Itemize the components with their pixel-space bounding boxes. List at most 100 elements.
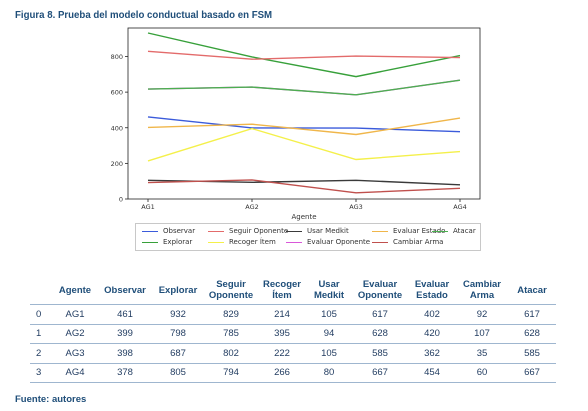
table-row: 3 AG4 378 805 794 266 80 667 454 60 667	[30, 362, 556, 383]
table-cell: 785	[204, 323, 258, 344]
legend-label: Atacar	[453, 227, 476, 235]
table-cell: 932	[152, 304, 204, 324]
legend-label: Seguir Oponente	[229, 227, 289, 235]
table-cell: 617	[508, 304, 556, 324]
legend-swatch	[142, 241, 158, 243]
legend-label: Evaluar Estado	[393, 227, 446, 235]
series-line-cambiar-arma	[147, 179, 461, 194]
column-header-seguir-oponente: Seguir Oponente	[208, 279, 254, 301]
legend-swatch	[372, 241, 388, 243]
legend-label: Observar	[163, 227, 196, 235]
series-line-recoger-item	[147, 127, 461, 162]
table-cell: 395	[258, 323, 306, 344]
series-line-observar	[147, 116, 461, 133]
table-cell: 798	[152, 323, 204, 344]
legend-item-explorar: Explorar	[142, 238, 192, 246]
legend-item-cambiar-arma: Cambiar Arma	[372, 238, 443, 246]
column-header-index	[30, 276, 52, 305]
column-header-atacar: Atacar	[517, 284, 547, 296]
series-line-seguir-oponente	[147, 50, 461, 60]
column-header-explorar: Explorar	[158, 284, 198, 296]
chart-axes: 0 200 400 600 800 AG1 AG2 AG3 AG4 Agente	[111, 27, 481, 221]
table-cell: 105	[306, 304, 352, 324]
table-cell: 2	[30, 343, 52, 363]
table-cell: 829	[204, 304, 258, 324]
table-cell: 107	[456, 323, 508, 344]
table-cell: 0	[30, 304, 52, 324]
series-line-evaluar-estado	[147, 117, 461, 136]
plot-frame	[127, 27, 481, 200]
x-tick-label: AG2	[245, 203, 259, 211]
figure-title: Figura 8. Prueba del modelo conductual b…	[15, 9, 273, 21]
table-cell: 667	[352, 362, 408, 383]
legend-item-evaluar-estado: Evaluar Estado	[372, 227, 445, 235]
table-cell: 667	[508, 362, 556, 383]
table-cell: 80	[306, 362, 352, 383]
legend-item-atacar: Atacar	[432, 227, 476, 235]
data-table: Agente Observar Explorar Seguir Oponente…	[30, 276, 556, 383]
legend-label: Evaluar Oponente	[307, 238, 371, 246]
series-line-explorar	[147, 32, 461, 78]
legend-item-observar: Observar	[142, 227, 195, 235]
legend-label: Usar Medkit	[307, 227, 349, 235]
y-tick-label: 600	[111, 89, 123, 97]
table-row: 0 AG1 461 932 829 214 105 617 402 92 617	[30, 304, 556, 324]
table-cell: 60	[456, 362, 508, 383]
table-cell: 378	[98, 362, 152, 383]
table-cell: 805	[152, 362, 204, 383]
legend-swatch	[286, 230, 302, 232]
x-tick-label: AG4	[453, 203, 467, 211]
table-cell: 585	[508, 343, 556, 363]
legend-swatch	[208, 230, 224, 232]
legend-label: Cambiar Arma	[393, 238, 444, 246]
chart-legend: Observar Explorar Seguir Oponente Recoge…	[135, 223, 481, 251]
column-header-usar-medkit: Usar Medkit	[313, 279, 345, 301]
table-cell: AG2	[52, 323, 98, 344]
table-header-row: Agente Observar Explorar Seguir Oponente…	[30, 276, 556, 305]
table-cell: AG4	[52, 362, 98, 383]
legend-swatch	[372, 230, 388, 232]
table-row: 2 AG3 398 687 802 222 105 585 362 35 585	[30, 343, 556, 363]
legend-item-evaluar-oponente: Evaluar Oponente	[286, 238, 370, 246]
table-cell: 3	[30, 362, 52, 383]
table-row: 1 AG2 399 798 785 395 94 628 420 107 628	[30, 323, 556, 344]
table-cell: 420	[408, 323, 456, 344]
table-cell: 454	[408, 362, 456, 383]
table-cell: 585	[352, 343, 408, 363]
table-cell: 94	[306, 323, 352, 344]
y-tick-label: 400	[111, 124, 123, 132]
table-cell: 461	[98, 304, 152, 324]
y-tick-label: 200	[111, 160, 123, 168]
column-header-evaluar-estado: Evaluar Estado	[414, 279, 450, 301]
x-tick-label: AG1	[141, 203, 155, 211]
table-cell: 35	[456, 343, 508, 363]
legend-item-recoger-item: Recoger Ítem	[208, 238, 276, 246]
table-cell: 266	[258, 362, 306, 383]
series-layer	[147, 32, 461, 194]
legend-swatch	[286, 241, 302, 243]
legend-label: Explorar	[163, 238, 193, 246]
legend-swatch	[432, 230, 448, 232]
table-cell: 1	[30, 323, 52, 344]
table-cell: AG1	[52, 304, 98, 324]
x-tick-label: AG3	[349, 203, 363, 211]
table-cell: 402	[408, 304, 456, 324]
legend-swatch	[208, 241, 224, 243]
table-cell: 362	[408, 343, 456, 363]
legend-item-seguir-oponente: Seguir Oponente	[208, 227, 288, 235]
column-header-observar: Observar	[104, 284, 146, 296]
table-cell: 222	[258, 343, 306, 363]
legend-swatch	[142, 230, 158, 232]
column-header-evaluar-oponente: Evaluar Oponente	[357, 279, 403, 301]
table-cell: 687	[152, 343, 204, 363]
table-cell: 92	[456, 304, 508, 324]
column-header-recoger-item: Recoger Ítem	[262, 279, 301, 301]
column-header-cambiar-arma: Cambiar Arma	[462, 279, 501, 301]
x-axis-label: Agente	[291, 213, 316, 221]
series-line-atacar	[147, 79, 461, 96]
y-tick-label: 0	[119, 196, 123, 204]
table-cell: 398	[98, 343, 152, 363]
line-chart: 0 200 400 600 800 AG1 AG2 AG3 AG4 Agente	[111, 27, 481, 221]
table-cell: AG3	[52, 343, 98, 363]
table-cell: 802	[204, 343, 258, 363]
